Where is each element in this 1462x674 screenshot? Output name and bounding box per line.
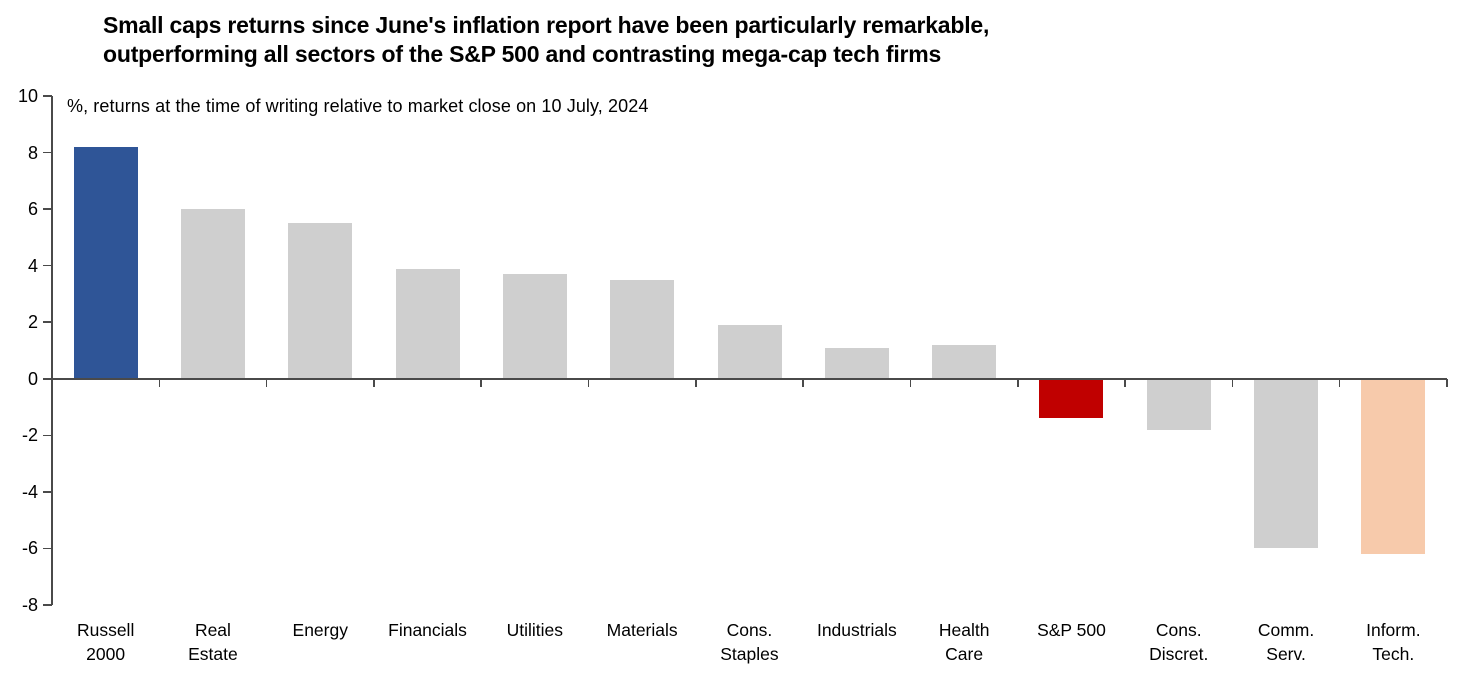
x-label-cons-discret: Cons. Discret. [1125,618,1232,666]
bar-cons-discret [1146,378,1211,430]
x-axis-tick-13 [1446,378,1448,387]
x-label-materials: Materials [589,618,696,642]
bar-utilities [502,274,567,379]
y-tick-label-minus-8: -8 [21,595,38,615]
y-axis-tick-2 [43,321,52,323]
bar-s-p-500 [1039,378,1104,419]
x-label-industrials: Industrials [803,618,910,642]
x-label-health-care: Health Care [911,618,1018,666]
bar-materials [610,279,675,379]
y-tick-label-minus-4: -4 [21,481,38,502]
x-axis-tick-7 [802,378,804,387]
x-label-real-estate: Real Estate [159,618,266,666]
x-label-line: Staples [720,644,779,664]
x-label-line: Inform. [1366,620,1421,640]
x-axis-tick-3 [373,378,375,387]
y-axis-line [51,96,53,605]
x-axis-tick-10 [1124,378,1126,387]
x-label-line: Tech. [1372,644,1415,664]
y-tick-label-8: 8 [27,142,38,163]
x-axis-tick-8 [909,378,912,387]
x-label-line: Cons. [726,620,773,640]
x-axis-tick-2 [265,378,268,387]
x-label-line: Materials [606,620,678,640]
bar-industrials [824,347,889,379]
x-axis-tick-9 [1017,378,1019,387]
x-axis-tick-0 [51,378,53,387]
x-label-russell-2000: Russell 2000 [52,618,159,666]
x-label-line: Care [945,644,984,664]
bar-russell-2000 [73,146,138,379]
bar-financials [395,268,460,379]
y-axis-tick-minus-4 [43,491,52,493]
x-label-line: Utilities [506,620,564,640]
x-axis-zero-line [52,377,1447,380]
x-label-line: Health [938,620,990,640]
y-axis-tick-minus-6 [43,547,52,550]
chart-title-line-1: Small caps returns since June's inflatio… [103,12,990,38]
x-label-s-p-500: S&P 500 [1018,618,1125,642]
x-label-line: Estate [188,644,238,664]
bar-energy [288,223,353,379]
x-label-line: Energy [292,620,348,640]
y-axis-tick-6 [43,208,52,210]
x-label-line: Russell [76,620,135,640]
x-label-line: 2000 [86,644,126,664]
x-axis-tick-12 [1338,378,1341,387]
x-axis-tick-6 [695,378,697,387]
bar-health-care [932,344,997,379]
chart-title: Small caps returns since June's inflatio… [103,11,989,69]
y-axis-tick-minus-2 [43,434,52,437]
y-tick-label-6: 6 [27,199,38,220]
bar-inform-tech [1361,378,1426,555]
y-tick-label-minus-2: -2 [21,425,38,446]
x-label-line: S&P 500 [1037,620,1106,640]
y-tick-label-10: 10 [17,86,38,106]
x-label-utilities: Utilities [481,618,588,642]
chart-subtitle: %, returns at the time of writing relati… [67,96,649,116]
x-label-inform-tech: Inform. Tech. [1340,618,1447,666]
x-label-comm-serv: Comm. Serv. [1232,618,1339,666]
x-label-line: Serv. [1266,644,1306,664]
y-axis-tick-0 [43,378,52,380]
x-axis-tick-1 [158,378,161,387]
x-label-line: Cons. [1155,620,1202,640]
x-label-line: Industrials [816,620,897,640]
x-axis-tick-4 [480,378,482,387]
y-axis-tick-10 [43,95,52,97]
y-tick-label-0: 0 [27,368,38,389]
x-label-financials: Financials [374,618,481,642]
chart-title-line-2: outperforming all sectors of the S&P 500… [103,41,942,67]
y-axis-tick-8 [43,151,52,154]
bar-cons-staples [717,325,782,379]
x-label-line: Comm. [1257,620,1315,640]
y-axis-tick-4 [43,264,52,267]
bar-comm-serv [1254,378,1318,549]
x-label-energy: Energy [267,618,374,642]
x-axis-tick-11 [1231,378,1234,387]
x-label-cons-staples: Cons. Staples [696,618,803,666]
x-label-line: Real [194,620,231,640]
y-tick-label-2: 2 [27,312,38,333]
x-axis-tick-5 [587,378,590,387]
y-tick-label-minus-6: -6 [21,538,38,559]
bar-real-estate [181,209,245,379]
y-tick-label-4: 4 [27,255,38,276]
y-axis-tick-minus-8 [43,604,52,606]
x-label-line: Discret. [1149,644,1209,664]
x-label-line: Financials [388,620,467,640]
